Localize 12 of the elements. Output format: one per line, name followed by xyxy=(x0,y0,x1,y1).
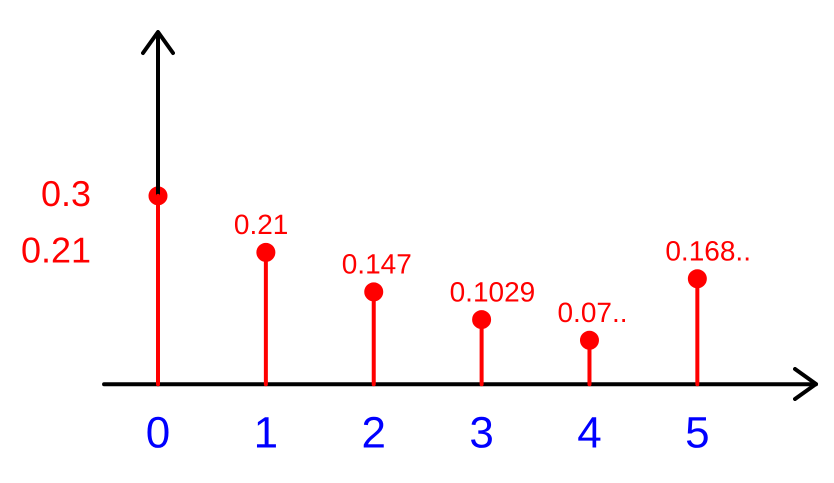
data-label: 0.147 xyxy=(342,248,412,280)
data-label: 0.07.. xyxy=(557,296,628,328)
data-label: 0.21 xyxy=(234,209,288,240)
x-tick-label: 3 xyxy=(469,408,494,458)
data-label: 0.168.. xyxy=(665,235,751,266)
x-tick-label: 4 xyxy=(577,408,602,458)
x-tick-label: 2 xyxy=(361,408,386,458)
data-label: 0.1029 xyxy=(450,276,536,308)
x-tick-label: 5 xyxy=(685,408,710,458)
y-tick-label: 0.3 xyxy=(41,172,92,214)
x-tick-label: 1 xyxy=(254,408,278,458)
x-tick-label: 0 xyxy=(146,408,170,458)
